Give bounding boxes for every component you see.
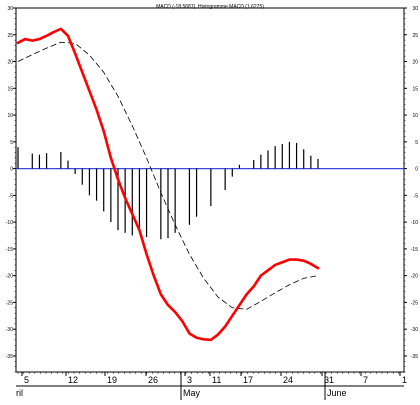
x-tick-label: 17 (243, 375, 253, 385)
x-tick-label: 5 (24, 375, 29, 385)
month-label: ril (16, 388, 23, 398)
month-label: May (183, 388, 201, 398)
y-tick-label-right: 25 (412, 33, 418, 39)
y-tick-label-right: 20 (412, 60, 418, 66)
y-tick-label-left: 20 (7, 60, 13, 66)
y-tick-label-left: -25 (6, 300, 13, 306)
month-label: June (327, 388, 347, 398)
y-tick-label-right: 15 (412, 86, 418, 92)
y-tick-label-right: -25 (411, 300, 418, 306)
x-tick-label: 11 (212, 375, 221, 385)
x-tick-label: 19 (107, 375, 117, 385)
signal-line (17, 41, 319, 310)
x-tick-label: 12 (68, 375, 78, 385)
y-tick-label-left: -15 (6, 247, 13, 253)
y-tick-label-right: -10 (411, 220, 418, 226)
macd-line (16, 27, 320, 342)
y-tick-label-right: -30 (411, 327, 418, 333)
y-tick-label-left: 15 (7, 86, 13, 92)
y-tick-label-left: 25 (7, 33, 13, 39)
y-tick-label-left: -5 (9, 193, 14, 199)
y-tick-label-left: 5 (10, 140, 13, 146)
y-tick-label-left: -30 (6, 327, 13, 333)
y-tick-label-right: 0 (415, 167, 418, 173)
y-tick-label-right: 30 (412, 6, 418, 12)
y-tick-label-right: -15 (411, 247, 418, 253)
y-tick-label-right: 5 (415, 140, 418, 146)
x-tick-label: 24 (283, 375, 293, 385)
y-tick-label-right: -20 (411, 274, 418, 280)
y-tick-label-left: -20 (6, 274, 13, 280)
y-tick-label-right: -5 (414, 193, 419, 199)
y-tick-label-right: -35 (411, 354, 418, 360)
y-tick-label-left: -10 (6, 220, 13, 226)
x-tick-label: 7 (363, 375, 368, 385)
y-tick-label-left: 30 (7, 6, 13, 12)
plot-frame (15, 7, 405, 373)
chart-title: MACD (-18.5687), Histogramme MACD (1.627… (156, 4, 264, 10)
y-tick-label-left: 10 (7, 113, 13, 119)
x-tick-label: 1 (402, 375, 407, 385)
y-tick-label-left: 0 (10, 167, 13, 173)
x-tick-label: 3 (187, 375, 192, 385)
y-tick-label-right: 10 (412, 113, 418, 119)
y-tick-label-left: -35 (6, 354, 13, 360)
x-tick-label: 26 (148, 375, 158, 385)
x-tick-label: 31 (324, 375, 334, 385)
